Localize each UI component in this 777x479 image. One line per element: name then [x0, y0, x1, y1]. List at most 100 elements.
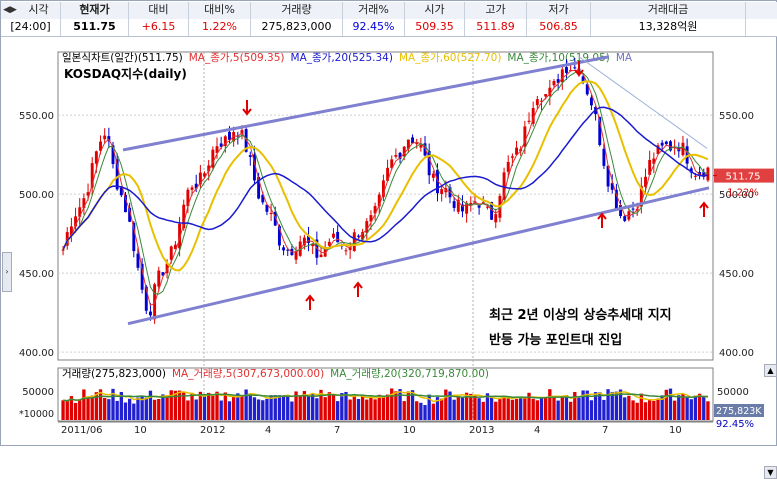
volume-bar: [656, 398, 660, 420]
lower-trend-line: [127, 186, 710, 326]
volume-bar: [248, 393, 252, 420]
upper-trend-line: [122, 55, 610, 152]
volume-bar: [560, 397, 564, 420]
volume-bar: [664, 389, 668, 420]
volume-bar: [439, 398, 444, 420]
candle-body: [585, 84, 589, 95]
volume-bar: [706, 401, 710, 420]
candle-body: [581, 76, 585, 82]
candle-body: [161, 272, 165, 276]
candle-body: [436, 169, 439, 194]
volume-bar: [702, 396, 706, 420]
candle-body: [606, 165, 610, 187]
price-chart[interactable]: 550.00 550.00 500.00 500.00 450.00 450.00 400.…: [1, 38, 777, 479]
volume-legend-item: 거래량(275,823,000): [62, 368, 166, 380]
chart-canvas[interactable]: 550.00 550.00 500.00 500.00 450.00 450.00 400.…: [1, 38, 777, 447]
volume-bar: [340, 393, 344, 420]
candle-body: [365, 221, 369, 233]
volume-bar: [157, 398, 161, 420]
volume-unit: *10000: [19, 409, 54, 420]
volume-bar: [544, 397, 548, 420]
candle-body: [402, 146, 406, 157]
candle-body: [602, 148, 606, 166]
volume-bar: [402, 401, 406, 420]
quote-label-7: 고가: [465, 2, 527, 19]
ma20-line: [62, 106, 709, 250]
volume-bar: [672, 400, 677, 420]
volume-bar: [410, 390, 415, 420]
candle-body: [531, 108, 535, 124]
volume-bar: [344, 391, 348, 420]
scroll-down-button[interactable]: ▼: [764, 466, 777, 479]
candle-body: [565, 67, 568, 73]
candle-body: [456, 199, 460, 212]
price-legend-item: MA_종가,20(525.34): [291, 52, 393, 64]
volume-bar: [427, 394, 431, 420]
side-expand-button[interactable]: ›: [2, 252, 12, 292]
quote-value-3: 1.22%: [189, 19, 251, 36]
change-tag: 1.22%: [727, 188, 759, 199]
volume-bar: [377, 394, 381, 420]
volume-bar: [194, 399, 198, 420]
candle-body: [560, 69, 564, 83]
volume-bar: [315, 398, 319, 420]
candle-body: [664, 141, 668, 145]
candle-body: [556, 79, 560, 83]
candle-body: [377, 194, 381, 207]
candle-body: [423, 143, 427, 156]
volume-bar: [286, 395, 290, 420]
candle-body: [178, 223, 182, 249]
volume-bar: [660, 395, 664, 420]
candle-body: [90, 163, 94, 188]
volume-legend-item: MA_거래량,5(307,673,000.00): [172, 368, 324, 380]
quote-value-7: 511.89: [465, 19, 527, 36]
candle-body: [261, 194, 265, 203]
candle-body: [619, 205, 623, 216]
y-tick-right-label: 500.00: [719, 190, 754, 201]
volume-bar: [211, 395, 215, 420]
candle-body: [282, 247, 286, 251]
volume-bar: [127, 398, 132, 420]
candle-body: [706, 167, 710, 181]
candle-body: [74, 216, 78, 227]
candle-body: [689, 168, 693, 173]
volume-bar: [119, 391, 123, 420]
volume-bar: [169, 390, 173, 420]
x-tick-label: 7: [334, 425, 340, 436]
volume-bar: [606, 389, 610, 420]
volume-legend-item: MA_거래량,20(320,719,870.00): [330, 368, 489, 380]
volume-bar: [277, 395, 282, 420]
candle-body: [94, 151, 98, 164]
candle-body: [61, 249, 65, 251]
volume-bar: [593, 392, 598, 420]
volume-bar: [94, 392, 99, 420]
volume-bar: [668, 388, 673, 420]
candle-body: [265, 204, 269, 212]
quote-label-0: 시각: [17, 2, 61, 19]
volume-bar: [394, 391, 398, 420]
arrow-down-2013-05-head: [574, 69, 584, 77]
volume-tag: 275,823K: [716, 406, 762, 417]
volume-bar: [381, 395, 386, 420]
candle-body: [140, 263, 144, 290]
volume-bar: [693, 395, 698, 420]
candle-body: [69, 226, 73, 236]
volume-bar: [82, 389, 86, 420]
candle-body: [431, 173, 435, 178]
candle-body: [614, 189, 618, 209]
scroll-up-button[interactable]: ▲: [764, 364, 777, 377]
nav-arrows-icon[interactable]: ◀▶: [3, 5, 17, 15]
volume-bar: [523, 397, 527, 420]
candle-body: [273, 211, 277, 226]
candle-body: [99, 141, 102, 151]
volume-bar: [202, 396, 207, 420]
volume-bar: [244, 389, 248, 420]
quote-value-2: +6.15: [129, 19, 189, 36]
candle-body: [332, 233, 335, 238]
volume-bar: [360, 395, 365, 420]
volume-bar: [90, 395, 94, 420]
volume-bar: [519, 396, 523, 420]
volume-bar: [223, 392, 227, 420]
volume-bar: [444, 389, 448, 420]
price-legend-item: MA_종가,60(527.70): [399, 52, 501, 64]
